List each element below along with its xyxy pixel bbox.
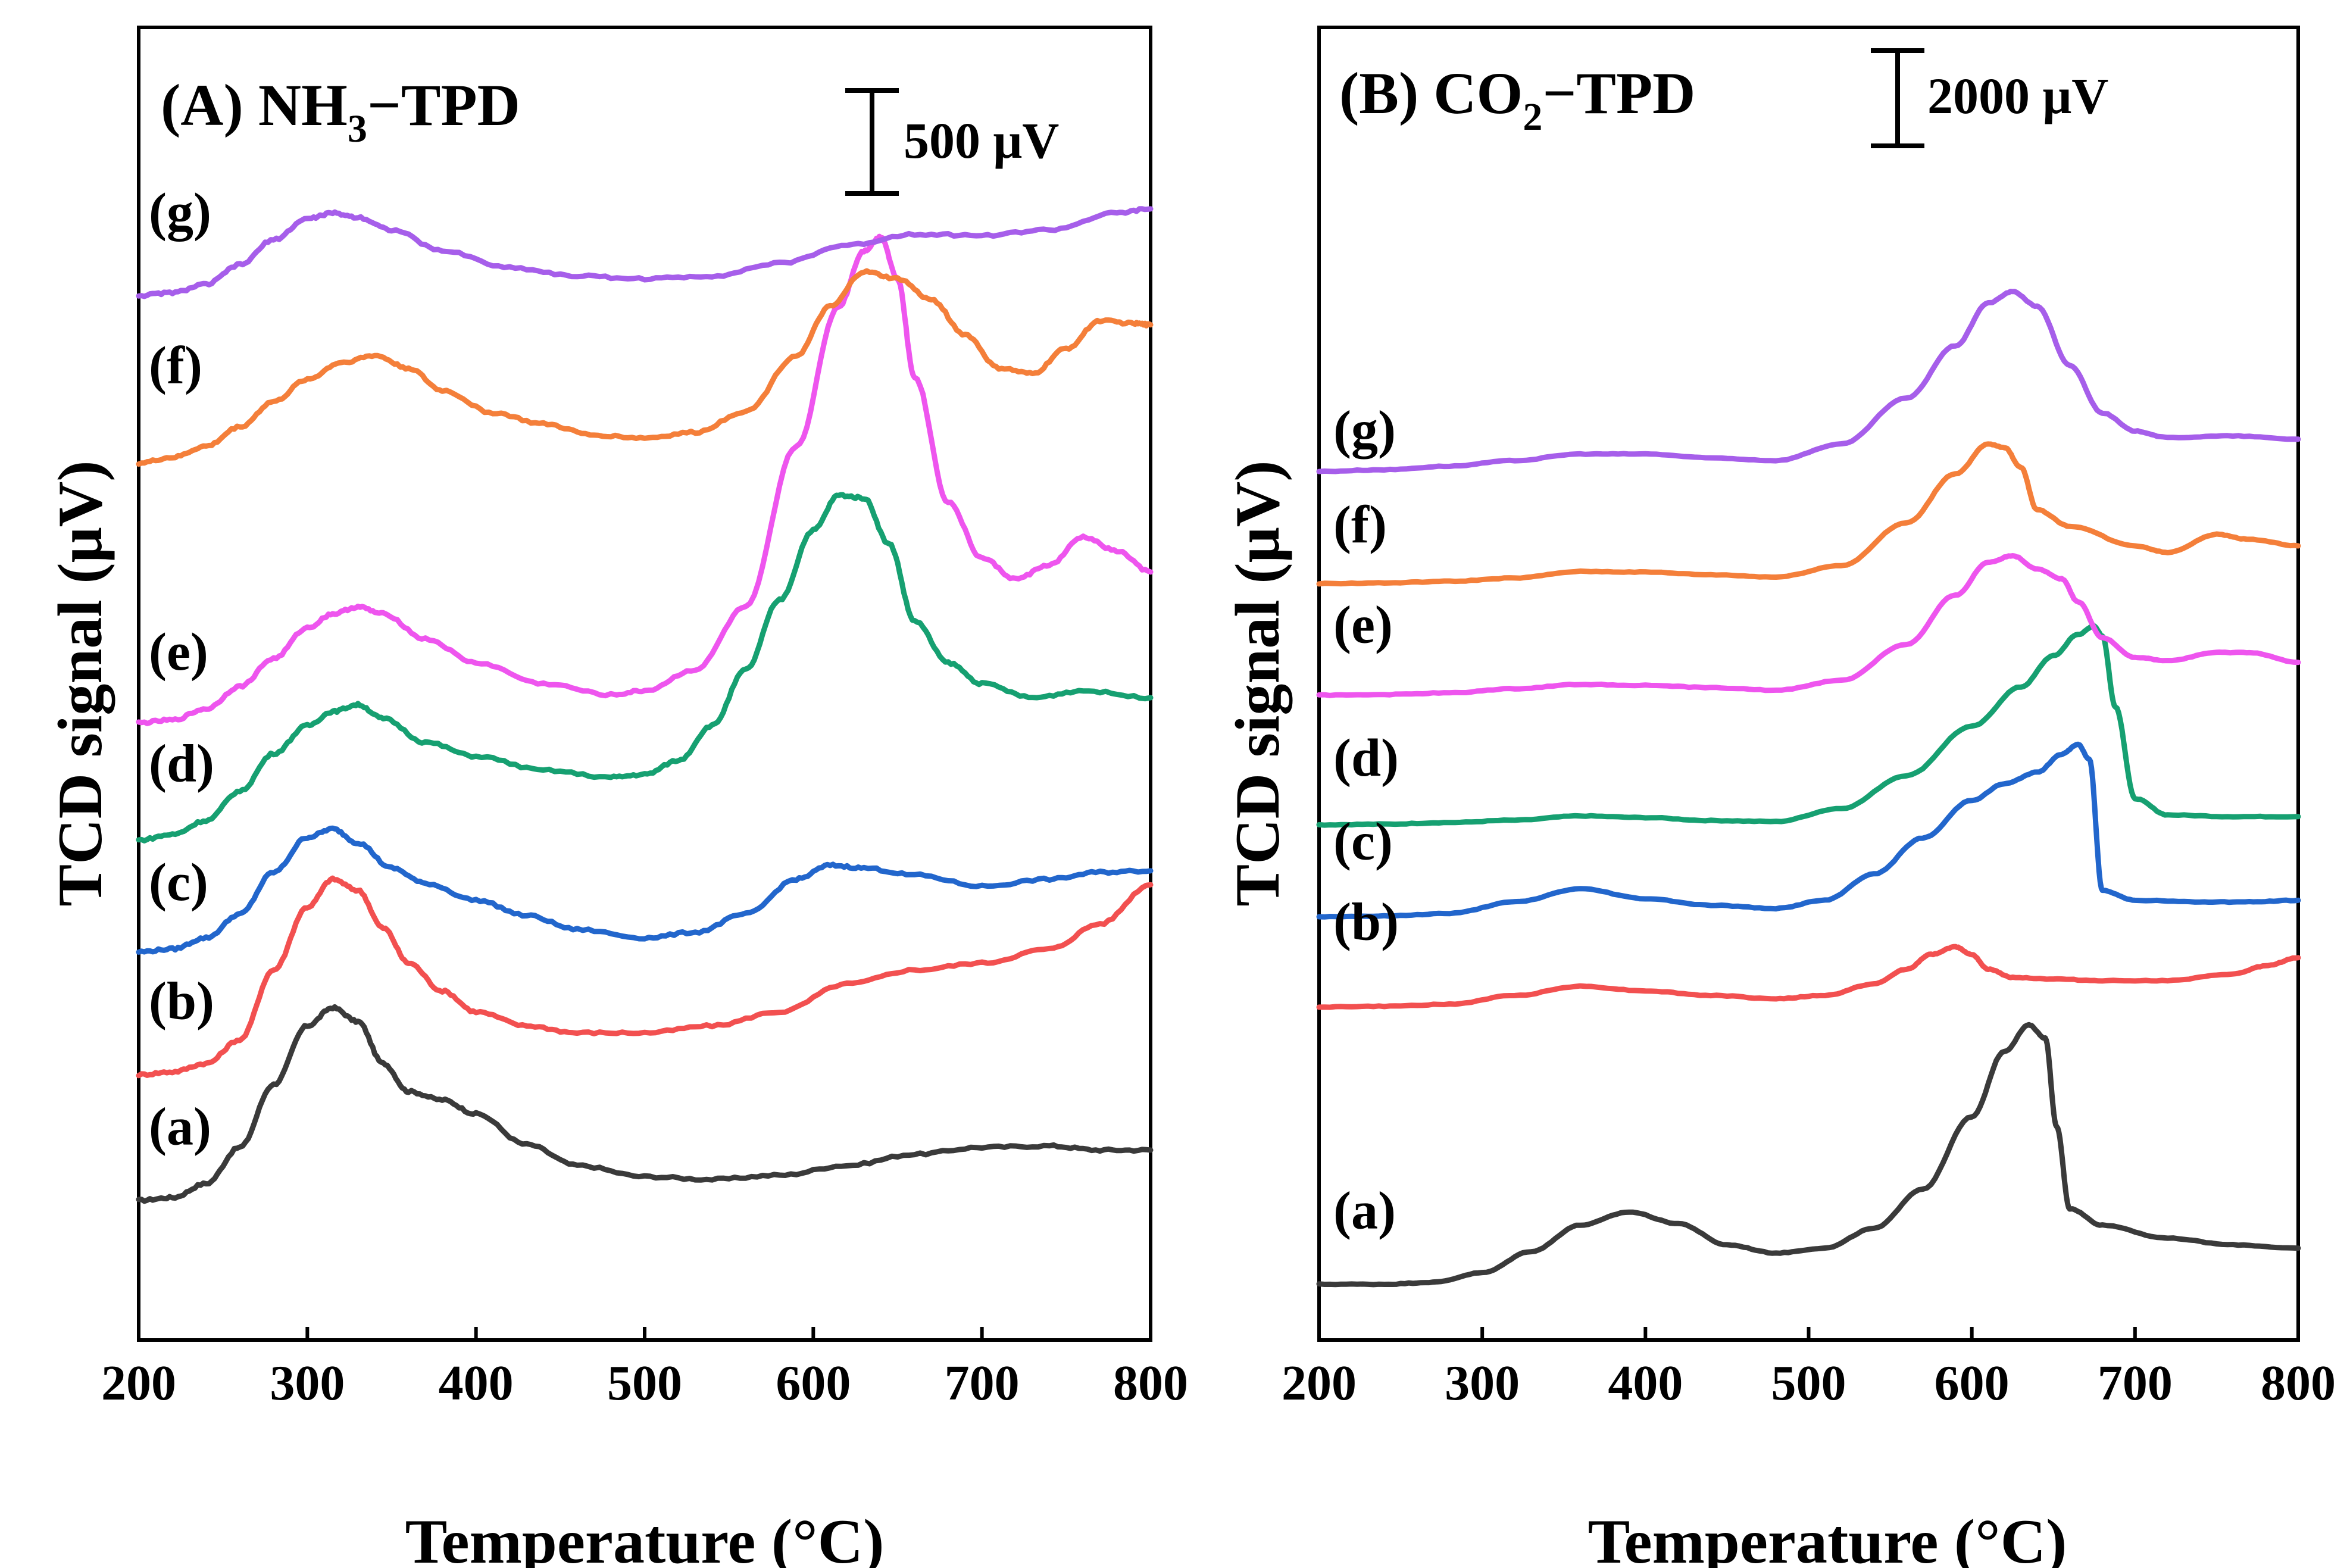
panel-b-series-line-f [1316, 441, 2301, 587]
panel-a-series-line-b [136, 875, 1154, 1079]
panel-b-series-line-c [1316, 741, 2301, 920]
panel-a-series-label-a: (a) [149, 1098, 211, 1157]
panel-b-series-line-a [1316, 1022, 2301, 1288]
panel-b-x-tick-label: 800 [2261, 1355, 2336, 1411]
panel-a-x-tick-label: 700 [945, 1355, 1020, 1411]
panel-a-x-tick-label: 200 [101, 1355, 176, 1411]
panel-b-series-line-g [1316, 289, 2301, 474]
panel-b-series-label-f: (f) [1333, 495, 1387, 554]
panel-a-y-axis-label: TCD signal (μV) [45, 460, 115, 906]
panel-a-series-line-f [136, 268, 1154, 467]
panel-a-scale-bar: 500 μV [845, 88, 1059, 196]
panel-b-y-axis-label: TCD signal (μV) [1223, 460, 1292, 906]
panel-a-x-tick-label: 400 [439, 1355, 514, 1411]
panel-b-scale-bar-label: 2000 μV [1927, 67, 2108, 124]
panel-a-series-label-g: (g) [149, 183, 211, 242]
panel-a-series-line-a [136, 1004, 1154, 1204]
panel-b-x-tick-label: 200 [1282, 1355, 1357, 1411]
panel-a-x-tick-label: 800 [1113, 1355, 1188, 1411]
panel-b-series-line-e [1316, 553, 2301, 698]
panel-b-series-label-e: (e) [1333, 596, 1393, 655]
panel-b-series-label-a: (a) [1333, 1182, 1396, 1241]
panel-a: (A) NH3−TPD 500 μV 200 300 400 500 600 700 800… [45, 26, 1188, 1568]
panel-b-scale-bar: 2000 μV [1871, 48, 2108, 148]
panel-a-x-tick-label: 500 [607, 1355, 682, 1411]
panel-b-series-label-d: (d) [1333, 729, 1399, 788]
panel-b-x-tick-label: 600 [1935, 1355, 2010, 1411]
panel-a-series-line-e [136, 233, 1154, 726]
panel-b-series-line-d [1316, 623, 2301, 828]
panel-a-series-label-e: (e) [149, 623, 208, 682]
panel-a-series [136, 206, 1154, 1204]
panel-a-series-labels: (a) (b) (c) (d) (e) (f) (g) [149, 183, 214, 1156]
panel-a-series-label-f: (f) [149, 336, 202, 395]
panel-b-series-label-g: (g) [1333, 401, 1396, 460]
panel-b-x-tick-label: 500 [1771, 1355, 1846, 1411]
panel-b: (B) CO2−TPD 2000 μV 200 300 400 500 600 700 80… [1223, 26, 2336, 1568]
panel-b-x-tick-label: 400 [1608, 1355, 1683, 1411]
panel-b-series [1316, 289, 2301, 1288]
panel-a-series-label-b: (b) [149, 972, 214, 1030]
panel-a-x-tick-label: 600 [776, 1355, 851, 1411]
panel-a-x-ticks: 200 300 400 500 600 700 800 [101, 1327, 1188, 1411]
panel-b-series-line-b [1316, 944, 2301, 1010]
panel-a-series-line-d [136, 492, 1154, 844]
panel-b-x-axis-label: Temperature (°C) [1588, 1507, 2067, 1568]
panel-b-title: (B) CO2−TPD [1339, 60, 1695, 139]
panel-b-series-labels: (a) (b) (c) (d) (e) (f) (g) [1333, 401, 1399, 1241]
panel-a-plot-frame [137, 26, 1152, 1342]
panel-a-x-axis-label: Temperature (°C) [405, 1507, 885, 1568]
panel-a-title: (A) NH3−TPD [161, 72, 520, 151]
panel-a-series-label-c: (c) [149, 853, 208, 912]
panel-b-series-label-c: (c) [1333, 812, 1393, 871]
panel-b-x-ticks: 200 300 400 500 600 700 800 [1282, 1327, 2336, 1411]
panel-a-series-label-d: (d) [149, 735, 214, 794]
panel-a-x-tick-label: 300 [270, 1355, 345, 1411]
panel-b-x-tick-label: 300 [1445, 1355, 1520, 1411]
panel-b-series-label-b: (b) [1333, 892, 1399, 951]
panel-a-series-line-c [136, 825, 1154, 955]
panel-a-series-line-g [136, 206, 1154, 299]
panel-a-scale-bar-label: 500 μV [904, 112, 1059, 169]
panel-b-x-tick-label: 700 [2098, 1355, 2173, 1411]
